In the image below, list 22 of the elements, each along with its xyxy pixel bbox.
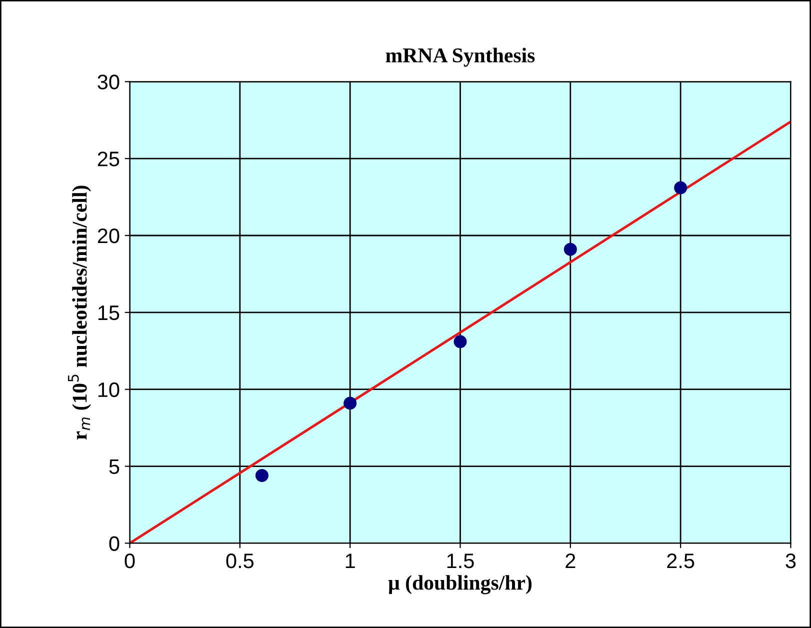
- x-tick-label: 1.5: [447, 554, 474, 568]
- point: [564, 242, 577, 256]
- chart-title: mRNA Synthesis: [386, 48, 535, 67]
- y-tick-label: 20: [98, 228, 120, 244]
- x-tick-label: 2.5: [667, 553, 694, 568]
- y-tick-label: 0: [109, 536, 120, 551]
- y-tick-label: 15: [98, 306, 120, 320]
- point: [674, 181, 688, 194]
- x-tick-label: 3: [786, 553, 796, 568]
- x-tick-label: 0.5: [226, 553, 254, 568]
- x-tick-label: 0: [124, 553, 135, 568]
- y-tick-label: 25: [98, 152, 120, 166]
- point: [255, 469, 268, 482]
- y-tick-label: 5: [109, 460, 120, 474]
- x-tick-label: 2: [566, 553, 576, 568]
- y-tick-label: 30: [98, 74, 120, 90]
- point: [344, 396, 357, 410]
- point: [454, 335, 467, 348]
- y-axis-title: r$_{m}$ (10$^{5}$ nucleotides/min/cell): [68, 186, 92, 440]
- x-axis-title: μ (doublings/hr): [388, 575, 532, 594]
- x-tick-label: 1: [346, 554, 355, 568]
- y-tick-label: 10: [98, 382, 120, 398]
